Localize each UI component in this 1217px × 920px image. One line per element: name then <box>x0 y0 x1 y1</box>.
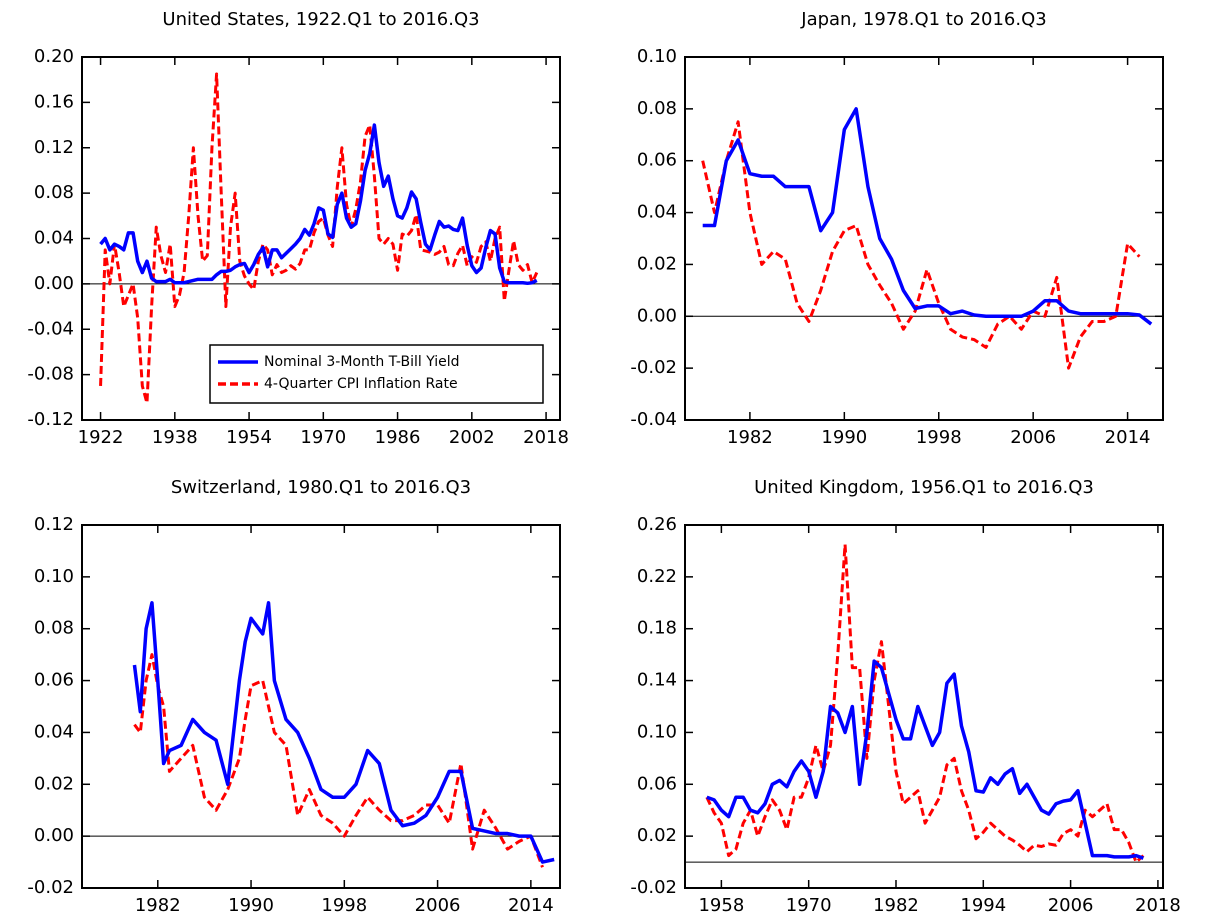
y-tick-label: -0.08 <box>27 364 74 385</box>
legend-box <box>209 344 544 404</box>
series-line <box>705 542 1145 864</box>
legend-label: 4-Quarter CPI Inflation Rate <box>264 376 458 392</box>
y-tick-label: 0.20 <box>34 46 74 67</box>
y-tick-label: 0.10 <box>637 721 677 742</box>
x-tick-label: 2014 <box>508 895 554 916</box>
y-tick-label: 0.08 <box>34 618 74 639</box>
x-tick-label: 1998 <box>321 895 367 916</box>
y-tick-label: 0.14 <box>637 670 677 691</box>
x-tick-label: 1982 <box>873 895 919 916</box>
y-tick-label: 0.16 <box>34 91 74 112</box>
x-tick-label: 2018 <box>523 427 569 448</box>
series-line <box>132 601 555 864</box>
x-tick-label: 2006 <box>1010 427 1056 448</box>
y-tick-label: -0.02 <box>630 877 677 898</box>
x-tick-label: 1958 <box>698 895 744 916</box>
x-tick-label: 2014 <box>1105 427 1151 448</box>
y-tick-label: 0.00 <box>34 825 74 846</box>
x-tick-label: 1970 <box>786 895 832 916</box>
y-tick-label: -0.02 <box>27 877 74 898</box>
y-tick-label: -0.04 <box>630 409 677 430</box>
x-tick-label: 1994 <box>960 895 1006 916</box>
series-line <box>99 123 538 286</box>
y-tick-label: 0.22 <box>637 566 677 587</box>
x-tick-label: 1982 <box>727 427 773 448</box>
chart-title: United States, 1922.Q1 to 2016.Q3 <box>162 9 479 30</box>
series-line <box>133 653 544 868</box>
x-tick-label: 1970 <box>300 427 346 448</box>
chart-title: United Kingdom, 1956.Q1 to 2016.Q3 <box>754 477 1094 498</box>
y-tick-label: 0.02 <box>637 825 677 846</box>
x-tick-label: 1990 <box>821 427 867 448</box>
x-tick-label: 1998 <box>916 427 962 448</box>
x-tick-label: 2002 <box>449 427 495 448</box>
plot-frame <box>684 524 1164 889</box>
y-tick-label: -0.04 <box>27 318 74 339</box>
x-tick-label: 1954 <box>226 427 272 448</box>
y-tick-label: 0.00 <box>34 273 74 294</box>
y-tick-label: -0.12 <box>27 409 74 430</box>
plot-frame <box>684 56 1164 421</box>
y-tick-label: 0.12 <box>34 137 74 158</box>
y-tick-label: 0.06 <box>637 773 677 794</box>
legend-label: Nominal 3-Month T-Bill Yield <box>264 354 460 370</box>
y-tick-label: 0.04 <box>34 721 74 742</box>
x-tick-label: 1990 <box>228 895 274 916</box>
x-tick-label: 2018 <box>1135 895 1181 916</box>
x-tick-label: 2006 <box>1048 895 1094 916</box>
series-line <box>706 659 1144 860</box>
x-tick-label: 2006 <box>415 895 461 916</box>
y-tick-label: 0.06 <box>637 150 677 171</box>
series-line <box>701 120 1141 370</box>
y-tick-label: 0.02 <box>637 253 677 274</box>
y-tick-label: 0.18 <box>637 618 677 639</box>
y-tick-label: 0.00 <box>637 305 677 326</box>
y-tick-label: 0.04 <box>34 228 74 249</box>
y-tick-label: 0.06 <box>34 670 74 691</box>
series-line <box>99 72 539 405</box>
chart-title: Japan, 1978.Q1 to 2016.Q3 <box>800 9 1046 30</box>
series-line <box>702 107 1153 326</box>
y-tick-label: 0.12 <box>34 514 74 535</box>
plot-frame <box>81 56 561 421</box>
y-tick-label: 0.08 <box>637 98 677 119</box>
y-tick-label: 0.02 <box>34 773 74 794</box>
y-tick-label: 0.08 <box>34 182 74 203</box>
chart-title: Switzerland, 1980.Q1 to 2016.Q3 <box>171 477 471 498</box>
y-tick-label: 0.10 <box>34 566 74 587</box>
x-tick-label: 1986 <box>375 427 421 448</box>
x-tick-label: 1982 <box>135 895 181 916</box>
x-tick-label: 1938 <box>152 427 198 448</box>
y-tick-label: 0.26 <box>637 514 677 535</box>
y-tick-label: 0.10 <box>637 46 677 67</box>
plot-frame <box>81 524 561 889</box>
y-tick-label: 0.04 <box>637 202 677 223</box>
x-tick-label: 1922 <box>78 427 124 448</box>
y-tick-label: -0.02 <box>630 357 677 378</box>
